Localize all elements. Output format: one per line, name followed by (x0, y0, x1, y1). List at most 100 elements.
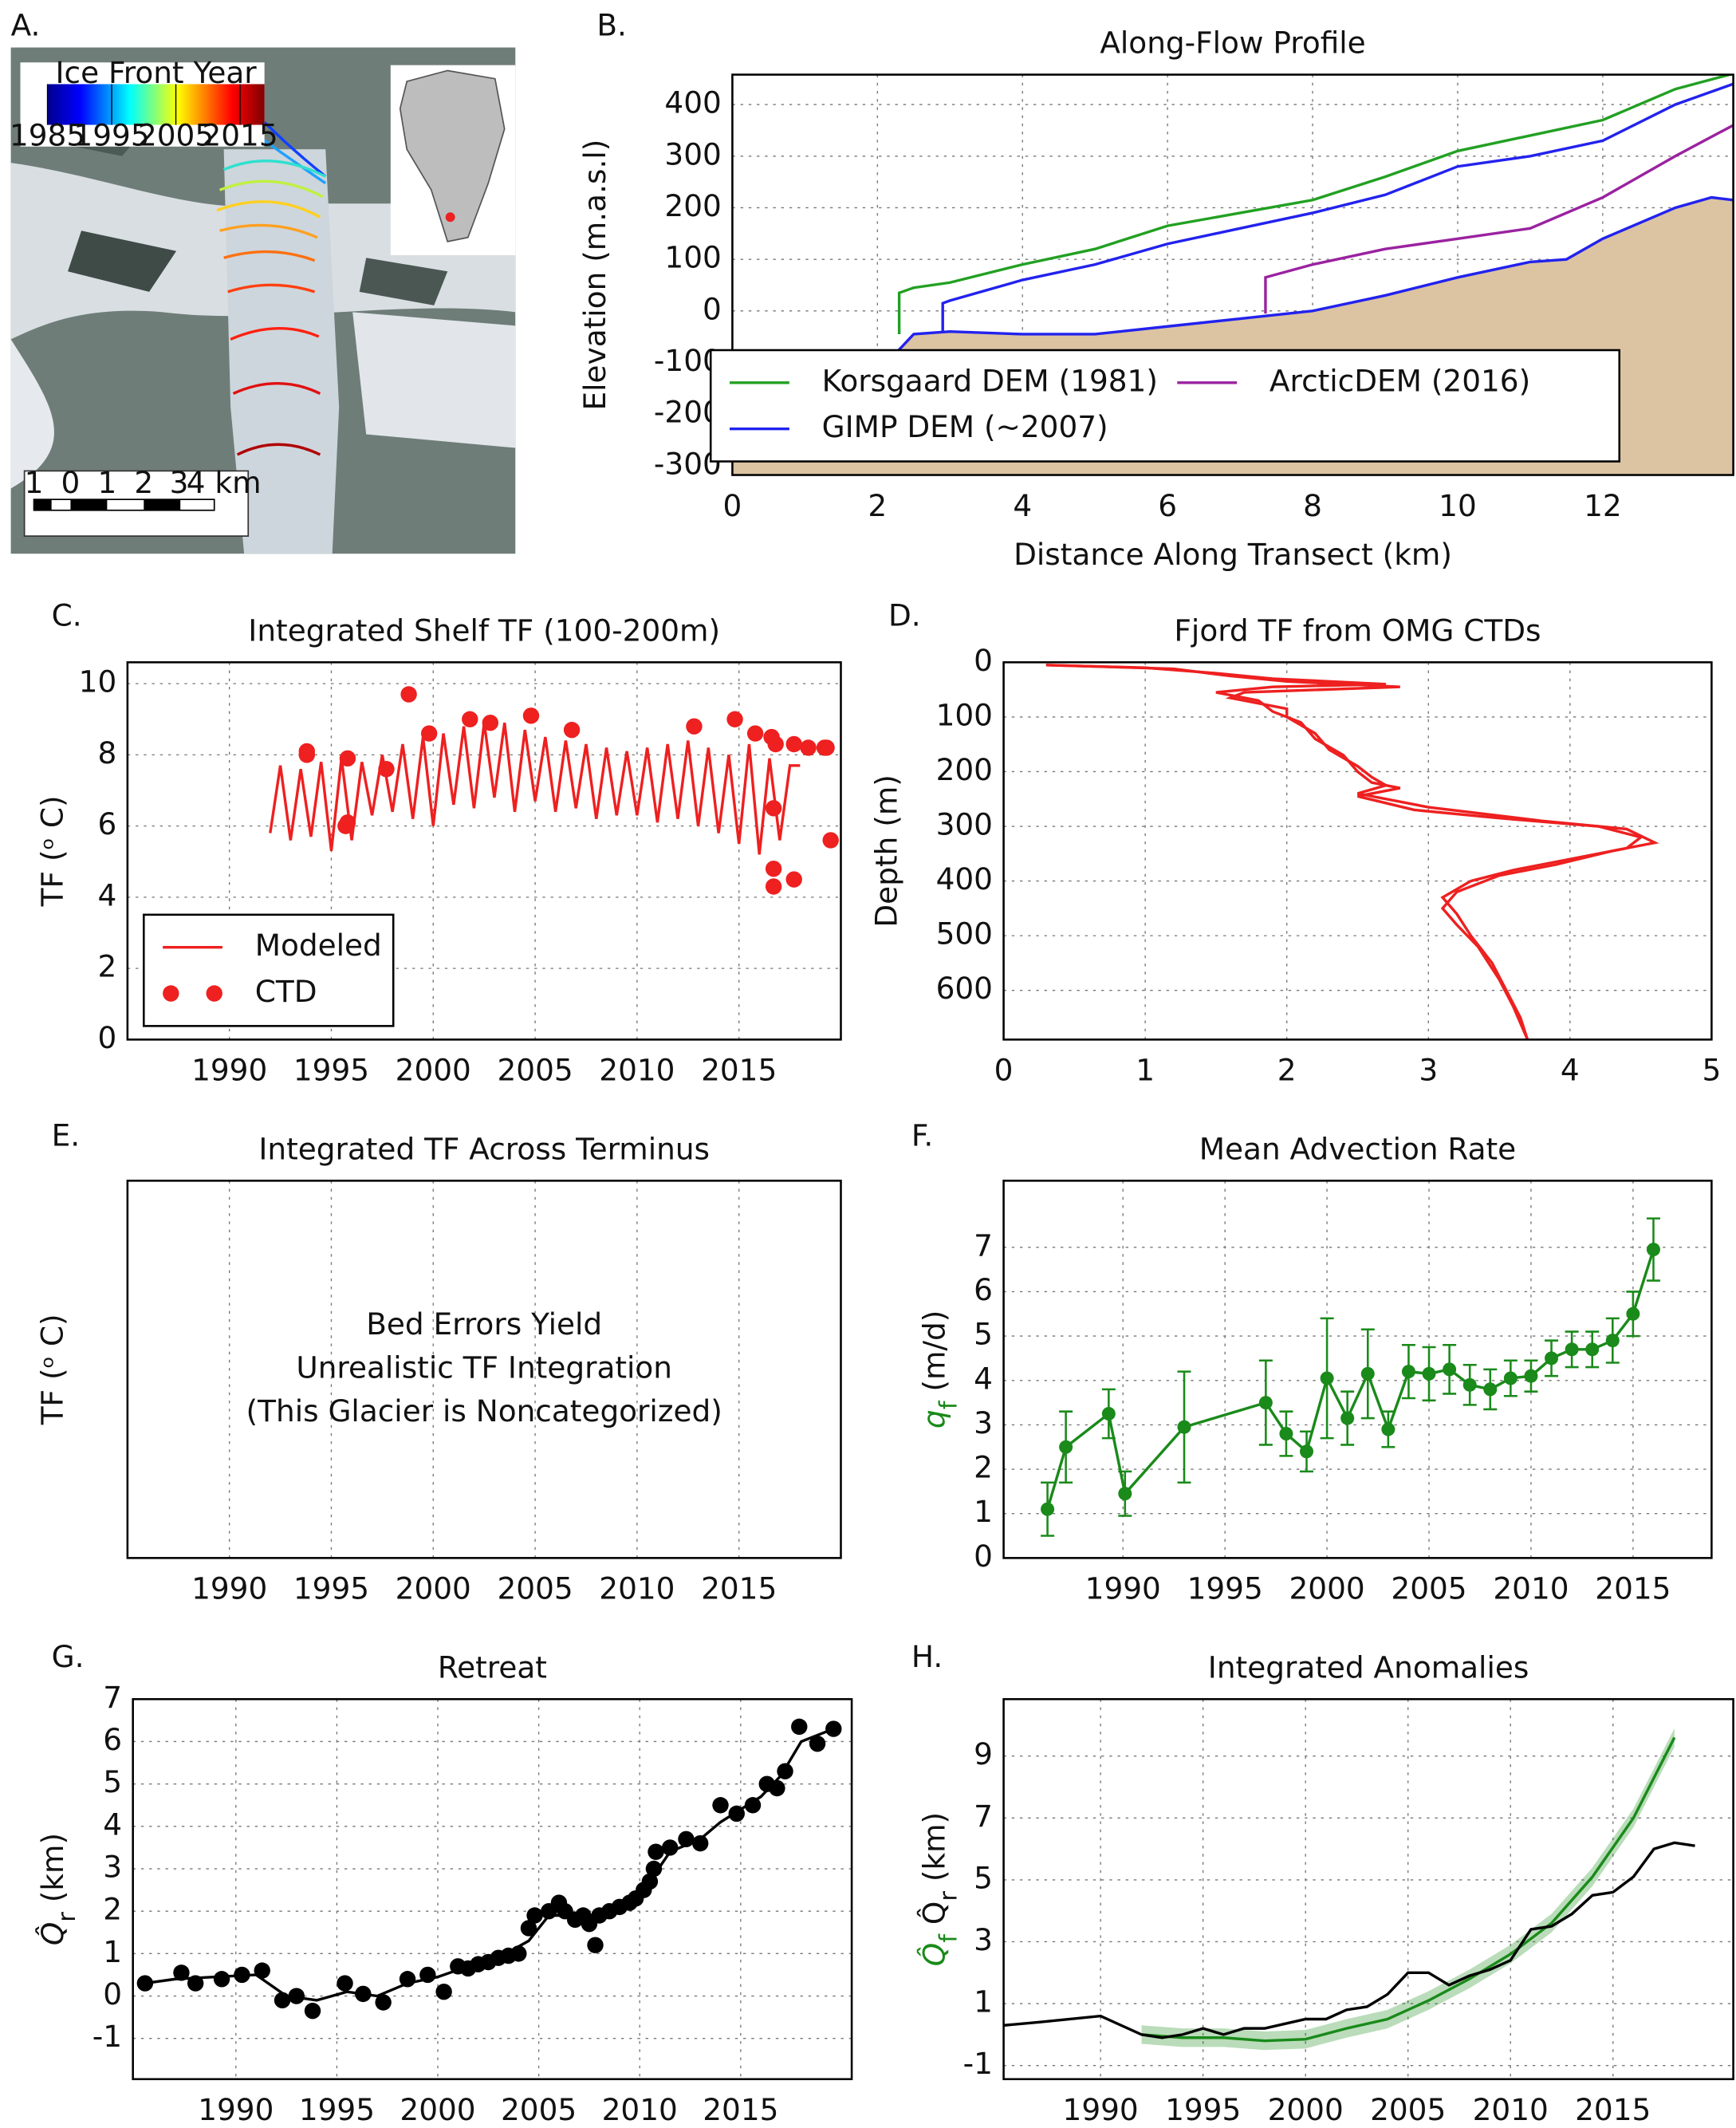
y-axis-label-part: r (935, 1891, 963, 1901)
x-tick-label: 1990 (191, 1571, 267, 1606)
legend-label: Korsgaard DEM (1981) (822, 363, 1158, 398)
y-axis-label: TF (ᵒ C) (35, 795, 70, 907)
y-axis-label-part: (km) (916, 1812, 951, 1891)
x-tick-label: 2010 (1473, 2092, 1549, 2127)
satellite-map (10, 47, 516, 554)
x-tick-label: 2005 (501, 2092, 577, 2127)
data-point (1279, 1427, 1293, 1441)
data-point (1258, 1396, 1273, 1410)
data-point (769, 1779, 785, 1797)
data-point (400, 686, 417, 703)
x-tick-label: 2 (1277, 1053, 1297, 1088)
colorbar-tick-label: 1995 (73, 117, 149, 152)
panel-label: D. (888, 598, 921, 633)
x-tick-label: 2000 (1289, 1571, 1365, 1606)
data-point (337, 1975, 353, 1992)
x-tick-label: 6 (1158, 488, 1177, 523)
y-axis-label-part: f (935, 1400, 963, 1409)
x-tick-label: 2015 (701, 1571, 777, 1606)
x-tick-label: 5 (1702, 1053, 1721, 1088)
data-point (1524, 1369, 1538, 1383)
data-point (662, 1839, 679, 1856)
data-point (765, 860, 782, 877)
data-point (1422, 1366, 1436, 1381)
data-point (304, 2002, 321, 2020)
plot-frame (126, 1180, 842, 1559)
y-tick-label: 600 (936, 971, 993, 1006)
data-point (1462, 1377, 1477, 1392)
y-tick-label: 6 (974, 1272, 993, 1307)
y-axis-label-part: r (53, 1912, 81, 1922)
scale-bar-label: 2 (134, 465, 153, 500)
x-tick-label: 1995 (1165, 2092, 1241, 2127)
legend-label: Modeled (255, 928, 382, 963)
colorbar-title: Ice Front Year (56, 55, 258, 90)
x-tick-label: 2010 (599, 1053, 675, 1088)
data-point (686, 718, 703, 735)
series-line (1264, 124, 1734, 314)
plot-frame (1002, 1698, 1734, 2081)
legend-box (709, 349, 1621, 463)
plot-frame (132, 1698, 853, 2081)
data-point (339, 750, 356, 767)
data-point (378, 761, 395, 778)
data-point (1381, 1422, 1395, 1436)
x-tick-label: 12 (1584, 488, 1622, 523)
scale-bar-label: 0 (61, 465, 81, 500)
x-tick-label: 0 (994, 1053, 1014, 1088)
data-point (213, 1971, 230, 1988)
chart-title: Retreat (438, 1649, 547, 1685)
data-point (825, 1720, 842, 1737)
y-tick-label: 500 (936, 916, 993, 952)
data-point (1340, 1411, 1355, 1425)
scale-bar-label: 3 (170, 465, 189, 500)
x-tick-label: 1995 (1187, 1571, 1263, 1606)
y-axis-label: qf (m/d) (916, 1310, 962, 1429)
error-band (1141, 1728, 1675, 2051)
y-tick-label: 3 (974, 1405, 993, 1440)
colorbar-tick-label: 2005 (138, 117, 214, 152)
y-tick-label: 8 (97, 735, 116, 770)
x-tick-label: 10 (1439, 488, 1477, 523)
y-tick-label: 400 (936, 861, 993, 897)
data-point (765, 878, 782, 895)
data-point (1059, 1440, 1073, 1454)
y-tick-label: 0 (103, 1976, 122, 2012)
x-tick-label: 2015 (1595, 1571, 1671, 1606)
data-point (767, 735, 784, 753)
data-point (563, 721, 581, 739)
x-tick-label: 4 (1013, 488, 1032, 523)
y-axis-label: Q̂f Q̂r (km) (916, 1812, 962, 1966)
data-point (1646, 1243, 1660, 1257)
x-tick-label: 2015 (701, 1053, 777, 1088)
panel-label: A. (11, 8, 41, 43)
colorbar-tick-label: 1985 (10, 117, 85, 152)
colorbar-tick-label: 2015 (202, 117, 278, 152)
data-point (785, 735, 802, 753)
x-tick-label: 2010 (599, 1571, 675, 1606)
y-tick-label: 0 (703, 291, 722, 326)
x-tick-label: 0 (723, 488, 742, 523)
y-tick-label: 1 (974, 1494, 993, 1529)
y-tick-label: 5 (974, 1860, 993, 1895)
data-point (520, 1920, 537, 1937)
data-point (785, 871, 802, 888)
data-point (1483, 1382, 1498, 1397)
x-tick-label: 1990 (198, 2092, 274, 2127)
chart-title: Integrated TF Across Terminus (258, 1131, 710, 1166)
y-tick-label: 6 (97, 806, 116, 841)
series-line (1004, 1841, 1695, 2039)
x-tick-label: 1995 (299, 2092, 375, 2127)
y-tick-label: 200 (664, 188, 721, 223)
y-tick-label: -1 (963, 2046, 993, 2081)
series-line (941, 82, 1734, 332)
y-tick-label: 6 (103, 1722, 122, 1757)
panel-label: G. (52, 1639, 85, 1674)
data-point (791, 1718, 808, 1736)
plot-frame (1002, 1180, 1713, 1559)
y-tick-label: 7 (103, 1680, 122, 1715)
data-point (526, 1907, 543, 1924)
data-point (645, 1860, 663, 1878)
data-point (1443, 1362, 1457, 1377)
data-point (482, 715, 499, 731)
